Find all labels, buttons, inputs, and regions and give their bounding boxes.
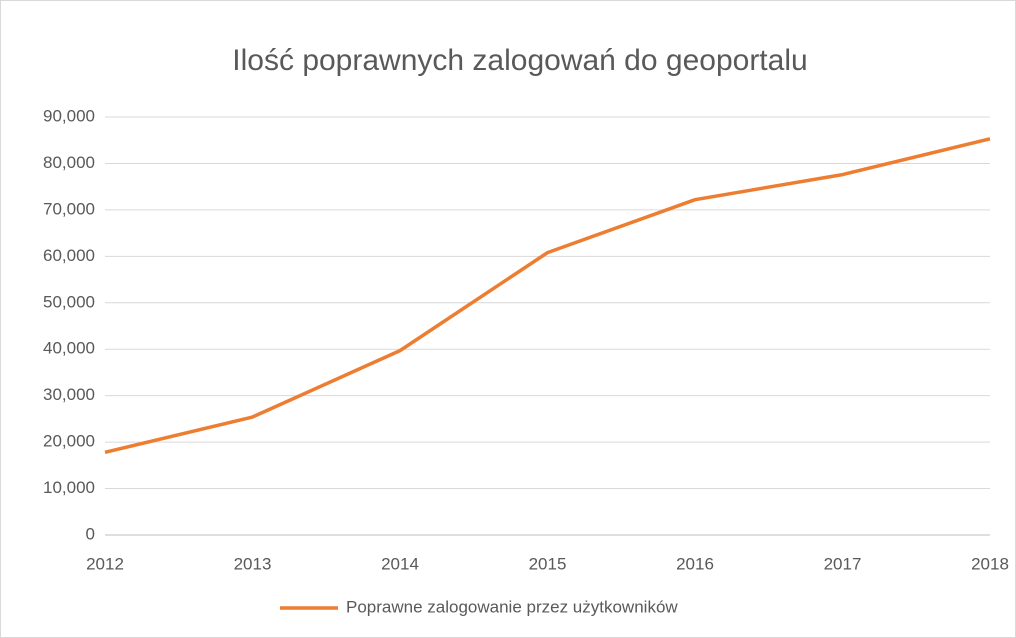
chart-title: Ilość poprawnych zalogowań do geoportalu xyxy=(232,44,807,77)
data-line xyxy=(104,137,991,455)
y-tick-label: 10,000 xyxy=(43,478,95,497)
y-tick-label: 30,000 xyxy=(43,385,95,404)
x-tick-label: 2017 xyxy=(824,554,862,573)
x-tick-label: 2014 xyxy=(381,554,419,573)
y-tick-label: 70,000 xyxy=(43,199,95,218)
y-tick-label: 50,000 xyxy=(43,292,95,311)
y-tick-label: 90,000 xyxy=(43,106,95,125)
x-tick-label: 2015 xyxy=(529,554,567,573)
y-tick-label: 80,000 xyxy=(43,153,95,172)
legend-label: Poprawne zalogowanie przez użytkowników xyxy=(346,597,678,616)
x-tick-label: 2018 xyxy=(971,554,1009,573)
x-tick-label: 2013 xyxy=(234,554,272,573)
y-tick-label: 0 xyxy=(86,524,95,543)
x-tick-label: 2012 xyxy=(86,554,124,573)
y-tick-label: 40,000 xyxy=(43,339,95,358)
y-tick-label: 20,000 xyxy=(43,432,95,451)
y-tick-label: 60,000 xyxy=(43,246,95,265)
x-tick-label: 2016 xyxy=(676,554,714,573)
